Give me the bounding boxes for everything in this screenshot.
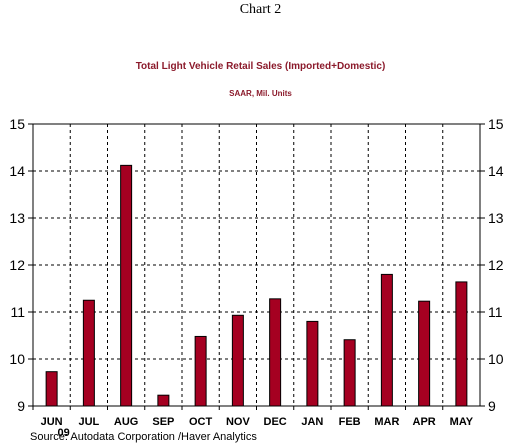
y-tick-label-left: 14 [9,163,25,179]
x-tick-label-apr: APR [413,416,436,428]
x-tick-label-jan: JAN [301,416,323,428]
x-tick-label-dec: DEC [264,416,287,428]
y-tick-label-left: 10 [9,351,25,367]
bar-oct [194,335,207,407]
x-tick-label-may: MAY [450,416,474,428]
bar-may [455,281,468,407]
y-tick-label-left: 12 [9,257,25,273]
y-tick-label-right: 9 [488,398,496,414]
bar-apr [418,300,431,407]
x-tick-label-feb: FEB [339,416,361,428]
x-tick-label-oct: OCT [189,416,213,428]
x-year-label: 09 [58,427,70,439]
y-tick-label-right: 14 [488,163,504,179]
x-tick-label-aug: AUG [114,416,138,428]
y-tick-label-left: 13 [9,210,25,226]
bar-nov [231,314,244,407]
chart-number: Chart 2 [239,2,282,17]
y-tick-label-right: 10 [488,351,504,367]
y-tick-label-right: 11 [488,304,503,320]
bar-mar [380,273,393,407]
x-tick-label-sep: SEP [152,416,174,428]
bar-aug [120,164,133,407]
x-tick-label-mar: MAR [374,416,399,428]
bar-jul [82,299,95,407]
y-tick-label-right: 13 [488,210,504,226]
x-tick-label-jun: JUN [41,416,63,428]
y-tick-label-right: 12 [488,257,504,273]
y-tick-label-left: 9 [17,398,25,414]
bar-sep [157,394,170,407]
bar-jan [306,320,319,407]
bar-jun [45,371,58,407]
y-tick-label-right: 15 [488,116,504,132]
y-tick-label-left: 11 [10,304,25,320]
chart-subtitle: SAAR, Mil. Units [229,89,292,98]
x-tick-label-nov: NOV [226,416,251,428]
bar-feb [343,339,356,407]
chart-title: Total Light Vehicle Retail Sales (Import… [135,61,386,72]
bar-dec [269,298,282,407]
y-tick-label-left: 15 [9,116,25,132]
x-tick-label-jul: JUL [78,416,99,428]
source-note: Source: Autodata Corporation /Haver Anal… [30,431,257,443]
